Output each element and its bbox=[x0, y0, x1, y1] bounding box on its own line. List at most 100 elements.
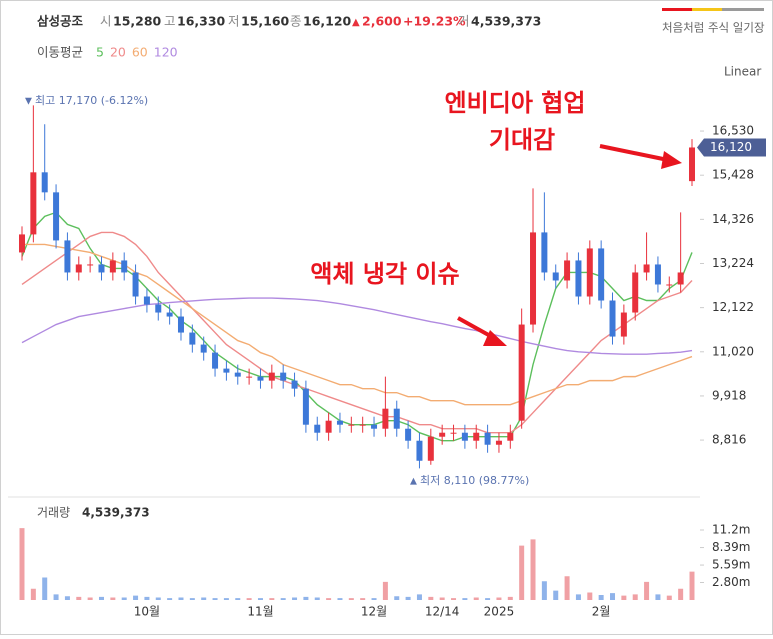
volume-bar bbox=[473, 597, 479, 600]
plot bbox=[19, 105, 695, 600]
candle-body bbox=[405, 428, 412, 441]
price-tag-label: 16,120 bbox=[710, 140, 752, 154]
price-tag bbox=[697, 138, 766, 157]
volume-bar bbox=[541, 581, 547, 600]
candle-body bbox=[507, 432, 514, 441]
candle-body bbox=[575, 260, 582, 297]
y-tick-label: 8.39m bbox=[712, 540, 750, 554]
x-tick-label: 10월 bbox=[134, 605, 160, 619]
volume-bar bbox=[223, 598, 229, 600]
candle-body bbox=[461, 432, 468, 441]
volume-bar bbox=[644, 581, 650, 600]
annotation: 액체 냉각 이슈 bbox=[310, 260, 459, 288]
volume-bar bbox=[496, 597, 502, 600]
volume-bar bbox=[42, 577, 48, 600]
candle-body bbox=[30, 172, 37, 235]
candle-body bbox=[689, 147, 695, 182]
candle-body bbox=[677, 272, 684, 285]
label: 종 bbox=[290, 14, 302, 29]
volume-bar bbox=[348, 598, 354, 600]
legend-title: 이동평균 bbox=[37, 45, 83, 60]
y-tick-label: 2.80m bbox=[712, 575, 750, 589]
candle-body bbox=[564, 260, 571, 281]
volume-bar bbox=[632, 594, 638, 600]
candle-body bbox=[121, 260, 128, 273]
candle-body bbox=[620, 312, 627, 337]
candle-body bbox=[189, 332, 196, 345]
brand: 처음처럼 주식 일기장 bbox=[662, 21, 765, 35]
candle-body bbox=[223, 368, 230, 373]
volume-bar bbox=[314, 597, 320, 600]
candle-body bbox=[302, 388, 309, 425]
volume-bar bbox=[189, 598, 195, 600]
candle-body bbox=[109, 260, 116, 273]
candle-body bbox=[598, 248, 605, 301]
legend-entry: 20 bbox=[110, 45, 126, 60]
candle-body bbox=[495, 440, 502, 445]
volume-bar bbox=[666, 595, 672, 600]
volume-bar bbox=[371, 598, 377, 600]
volume-bar bbox=[30, 588, 36, 600]
volume-bar bbox=[587, 592, 593, 600]
scale-label: Linear bbox=[724, 65, 761, 79]
arrow-head bbox=[483, 330, 507, 346]
label: 시 bbox=[100, 14, 112, 29]
candle-body bbox=[586, 248, 593, 297]
brand-bar bbox=[722, 8, 764, 11]
volume-bar bbox=[530, 539, 536, 600]
candle-body bbox=[484, 432, 491, 445]
x-tick-label: 2월 bbox=[592, 605, 611, 619]
volume-bar bbox=[235, 598, 241, 600]
candle-body bbox=[291, 380, 298, 389]
icon: ▲ bbox=[410, 477, 417, 487]
y-tick-label: 11.2m bbox=[712, 523, 750, 537]
volume-bar bbox=[655, 594, 661, 600]
volume-bar bbox=[110, 597, 116, 600]
candle-body bbox=[450, 432, 457, 434]
volume-bar bbox=[451, 598, 457, 600]
candle-body bbox=[155, 304, 162, 313]
arrow bbox=[599, 144, 669, 162]
volume-bar bbox=[485, 598, 491, 600]
volume-bar bbox=[144, 596, 150, 600]
volume-current: 4,539,373 bbox=[82, 506, 150, 520]
candle-body bbox=[609, 300, 616, 337]
y-tick-label: 5.59m bbox=[712, 558, 750, 572]
candle-body bbox=[382, 408, 389, 429]
volume-bar bbox=[575, 594, 581, 600]
x-tick-label: 11월 bbox=[247, 605, 273, 619]
icon: ▼ bbox=[25, 97, 32, 107]
legend-entry: 120 bbox=[154, 45, 178, 60]
candle-body bbox=[314, 424, 321, 433]
brand-bar bbox=[662, 8, 692, 11]
volume-bar bbox=[155, 597, 161, 600]
volume-bar bbox=[201, 597, 207, 600]
candle-body bbox=[75, 264, 82, 273]
volume-bar bbox=[394, 596, 400, 600]
volume-bar bbox=[564, 576, 570, 600]
candle-body bbox=[212, 352, 219, 369]
volume-bar bbox=[98, 596, 104, 600]
annotation: 기대감 bbox=[489, 126, 555, 154]
candle-body bbox=[98, 264, 105, 273]
volume-bar bbox=[76, 596, 82, 600]
candle-body bbox=[541, 232, 548, 273]
candle-body bbox=[416, 440, 423, 461]
candle-body bbox=[280, 372, 287, 381]
candle-body bbox=[666, 284, 673, 286]
label: 거 bbox=[458, 14, 470, 29]
candle-body bbox=[359, 424, 366, 426]
candle-body bbox=[257, 376, 264, 381]
legend: 5 20 60 120 bbox=[96, 45, 178, 60]
candle-body bbox=[632, 272, 639, 313]
candle-body bbox=[41, 172, 48, 193]
volume-bar bbox=[303, 596, 309, 600]
candle-body bbox=[643, 264, 650, 273]
volume-bar bbox=[64, 596, 70, 600]
volume-bar bbox=[87, 597, 93, 600]
candle-body bbox=[143, 296, 150, 305]
candle-body bbox=[19, 234, 25, 253]
candle-body bbox=[200, 344, 207, 353]
volume: 4,539,373 bbox=[471, 14, 541, 29]
